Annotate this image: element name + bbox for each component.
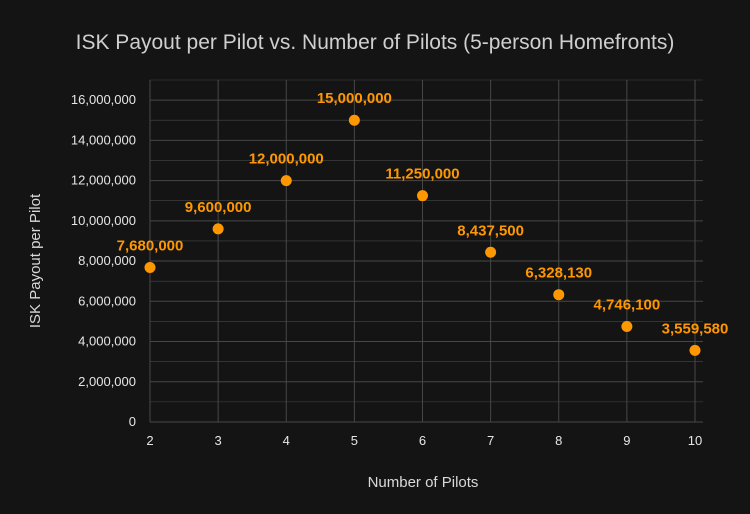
y-tick-label: 10,000,000 <box>71 213 136 228</box>
data-point <box>689 344 701 356</box>
data-labels: 7,680,000 9,600,000 12,000,000 15,000,000 11… <box>117 90 729 337</box>
x-tick-label: 9 <box>623 433 630 448</box>
data-point <box>144 261 156 273</box>
data-label: 8,437,500 <box>457 222 524 239</box>
chart-title: ISK Payout per Pilot vs. Number of Pilot… <box>76 31 675 54</box>
data-point <box>348 114 360 126</box>
x-tick-label: 6 <box>419 433 426 448</box>
y-tick-label: 2,000,000 <box>78 374 136 389</box>
y-tick-label: 4,000,000 <box>78 334 136 349</box>
y-tick-label: 16,000,000 <box>71 92 136 107</box>
x-tick-label: 3 <box>215 433 222 448</box>
y-tick-label: 12,000,000 <box>71 173 136 188</box>
data-point <box>485 246 497 258</box>
x-tick-label: 8 <box>555 433 562 448</box>
x-axis-label: Number of Pilots <box>368 474 479 491</box>
data-label: 4,746,100 <box>594 297 661 314</box>
x-tick-label: 10 <box>688 433 702 448</box>
x-tick-label: 4 <box>283 433 290 448</box>
data-point <box>417 190 428 202</box>
data-point <box>553 289 565 301</box>
y-tick-label: 8,000,000 <box>78 253 136 268</box>
x-axis-ticks: 2 3 4 5 6 7 8 9 10 <box>146 433 702 448</box>
y-axis-label: ISK Payout per Pilot <box>27 193 44 328</box>
data-label: 6,328,130 <box>525 265 592 282</box>
y-tick-label: 0 <box>129 414 136 429</box>
data-label: 9,600,000 <box>185 199 252 216</box>
data-label: 11,250,000 <box>385 166 459 183</box>
y-tick-label: 14,000,000 <box>71 132 136 147</box>
data-label: 12,000,000 <box>249 151 324 168</box>
x-tick-label: 2 <box>146 433 153 448</box>
data-point <box>280 175 292 187</box>
data-point <box>621 321 633 333</box>
x-tick-label: 7 <box>487 433 494 448</box>
data-label: 7,680,000 <box>117 237 184 254</box>
y-axis-ticks: 0 2,000,000 4,000,000 6,000,000 8,000,000 10,… <box>71 92 136 429</box>
data-point <box>212 223 224 235</box>
x-tick-label: 5 <box>351 433 358 448</box>
gridlines <box>149 79 703 423</box>
y-tick-label: 6,000,000 <box>78 293 136 308</box>
data-points <box>144 114 701 356</box>
data-label: 15,000,000 <box>317 90 392 107</box>
data-label: 3,559,580 <box>662 320 729 337</box>
